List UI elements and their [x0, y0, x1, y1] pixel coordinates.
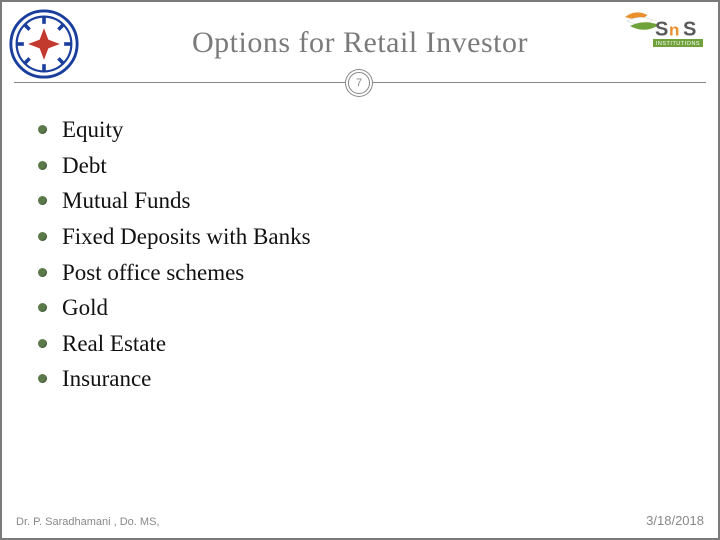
footer-author: Dr. P. Saradhamani , Do. MS,: [16, 516, 159, 528]
list-item: Mutual Funds: [36, 183, 688, 219]
list-item: Insurance: [36, 361, 688, 397]
footer-date: 3/18/2018: [646, 513, 704, 528]
list-item: Fixed Deposits with Banks: [36, 219, 688, 255]
title-area: Options for Retail Investor: [2, 26, 718, 60]
footer: Dr. P. Saradhamani , Do. MS, 3/18/2018: [16, 513, 704, 528]
list-item: Real Estate: [36, 326, 688, 362]
slide-number: 7: [348, 72, 370, 94]
list-item: Gold: [36, 290, 688, 326]
list-item: Debt: [36, 148, 688, 184]
list-item: Equity: [36, 112, 688, 148]
slide: S n S INSTITUTIONS Options for Retail In…: [0, 0, 720, 540]
slide-number-badge: 7: [348, 72, 372, 96]
bullet-list: Equity Debt Mutual Funds Fixed Deposits …: [36, 112, 688, 397]
slide-title: Options for Retail Investor: [2, 26, 718, 60]
content-area: Equity Debt Mutual Funds Fixed Deposits …: [36, 112, 688, 397]
list-item: Post office schemes: [36, 255, 688, 291]
